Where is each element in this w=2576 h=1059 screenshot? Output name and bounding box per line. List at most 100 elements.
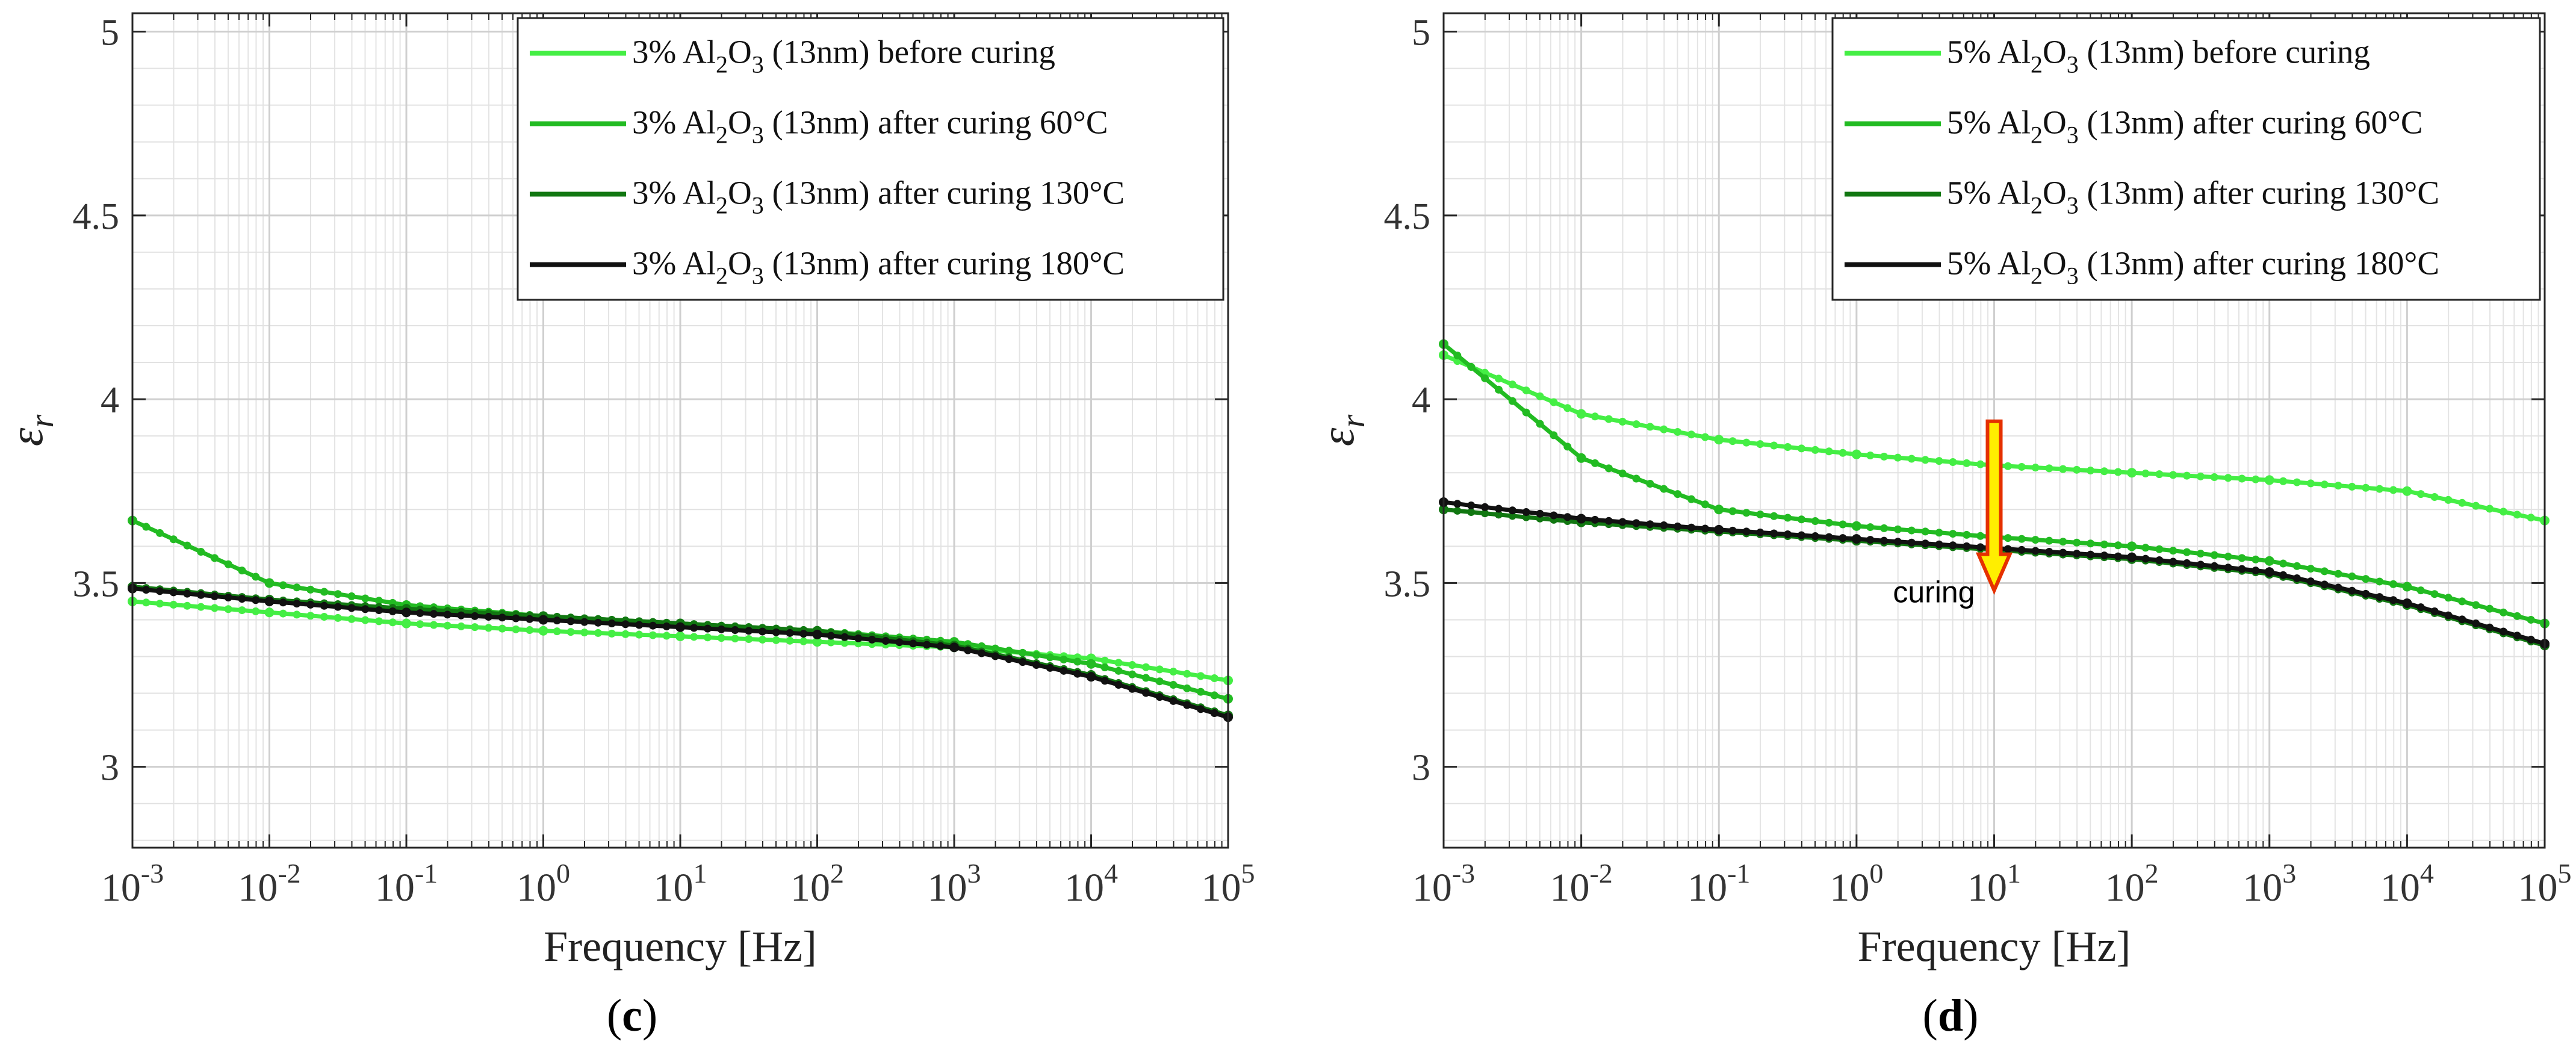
legend-subscript: 2	[2031, 51, 2043, 78]
series-marker	[1183, 701, 1191, 709]
x-tick-exponent: -2	[1589, 858, 1612, 889]
series-marker	[2183, 559, 2191, 567]
legend-text-part: O	[728, 245, 752, 282]
series-marker	[306, 600, 315, 609]
x-tick-base: 10	[654, 866, 694, 910]
series-marker	[252, 596, 260, 604]
series-marker	[2003, 545, 2012, 553]
series-marker	[1880, 524, 1889, 532]
series-marker	[142, 523, 151, 531]
series-marker	[1481, 509, 1489, 518]
series-marker	[2017, 545, 2026, 554]
x-tick-exponent: 5	[1241, 858, 1255, 889]
series-marker	[375, 597, 383, 605]
legend-text-part: 5% Al	[1947, 34, 2031, 70]
series-marker	[2458, 498, 2466, 507]
series-marker	[416, 620, 424, 629]
series-marker	[2334, 482, 2342, 490]
series-marker	[2252, 567, 2260, 575]
series-marker	[2017, 462, 2026, 471]
series-marker	[553, 616, 561, 625]
y-tick-label: 3.5	[1384, 564, 1431, 604]
series-marker	[621, 620, 630, 629]
series-marker	[1522, 408, 1530, 417]
series-marker	[2486, 604, 2494, 613]
series-marker	[2003, 534, 2012, 542]
series-marker	[1893, 453, 1902, 462]
series-marker	[1169, 697, 1178, 705]
series-marker	[2499, 627, 2507, 636]
series-marker	[2292, 562, 2301, 570]
x-tick-label: 105	[1202, 858, 1255, 910]
series-marker	[1866, 452, 1875, 460]
series-marker	[2527, 514, 2535, 522]
series-marker	[1467, 362, 1476, 371]
series-marker	[2155, 470, 2164, 479]
series-marker	[868, 635, 876, 644]
series-marker	[1522, 386, 1530, 394]
series-marker	[607, 620, 616, 628]
x-tick-exponent: 0	[556, 858, 570, 889]
x-tick-exponent: 0	[1869, 858, 1883, 889]
series-marker	[2348, 482, 2356, 491]
series-marker	[731, 626, 739, 635]
series-marker	[717, 634, 725, 642]
series-marker	[2087, 467, 2095, 475]
series-marker	[224, 594, 232, 602]
series-marker	[2499, 508, 2507, 516]
series-marker	[2210, 473, 2218, 482]
series-marker	[1536, 420, 1544, 428]
series-marker	[690, 633, 698, 641]
series-marker	[2513, 612, 2521, 620]
series-marker	[690, 624, 698, 632]
series-marker	[2059, 538, 2067, 546]
x-tick-label: 10-3	[1412, 858, 1475, 910]
series-marker	[224, 560, 232, 568]
data-point	[1714, 524, 1724, 535]
x-tick-base: 10	[1064, 866, 1104, 910]
series-marker	[238, 595, 246, 603]
series-marker	[2031, 464, 2040, 472]
series-marker	[1797, 515, 1805, 524]
series-marker	[2458, 597, 2466, 606]
series-marker	[2389, 580, 2398, 588]
series-marker	[142, 598, 151, 607]
data-point	[538, 626, 548, 636]
series-marker	[2430, 493, 2439, 502]
series-marker	[2444, 594, 2453, 602]
series-marker	[2183, 548, 2191, 556]
x-tick-base: 10	[2380, 866, 2420, 910]
series-marker	[1839, 534, 1847, 542]
series-marker	[1481, 503, 1489, 511]
series-marker	[224, 605, 232, 613]
legend-entry: 3% Al2O3 (13nm) after curing 180°C	[632, 245, 1125, 290]
series-marker	[1907, 455, 1916, 463]
x-tick-base: 10	[1550, 866, 1589, 910]
series-marker	[1508, 397, 1516, 405]
series-marker	[1210, 674, 1218, 683]
legend-text-part: O	[728, 175, 752, 211]
series-marker	[1142, 689, 1150, 697]
series-marker	[840, 639, 849, 647]
series-marker	[2362, 575, 2370, 583]
y-tick-label: 4.5	[1384, 196, 1431, 237]
x-tick-label: 10-2	[1550, 858, 1612, 910]
data-point	[264, 607, 275, 618]
series-marker	[1604, 517, 1613, 525]
curing-label: curing	[1893, 576, 1975, 609]
series-marker	[1210, 709, 1218, 718]
series-marker	[2183, 471, 2191, 480]
series-marker	[2334, 583, 2342, 592]
series-marker	[745, 635, 753, 643]
series-marker	[1825, 533, 1833, 541]
series-marker	[293, 583, 301, 592]
series-marker	[1935, 457, 1943, 465]
paren: )	[1963, 990, 1978, 1041]
series-marker	[334, 590, 342, 598]
series-marker	[1494, 505, 1503, 513]
series-marker	[2087, 539, 2095, 548]
data-point	[1086, 659, 1096, 669]
x-tick-base: 10	[2242, 866, 2282, 910]
series-marker	[2499, 608, 2507, 616]
